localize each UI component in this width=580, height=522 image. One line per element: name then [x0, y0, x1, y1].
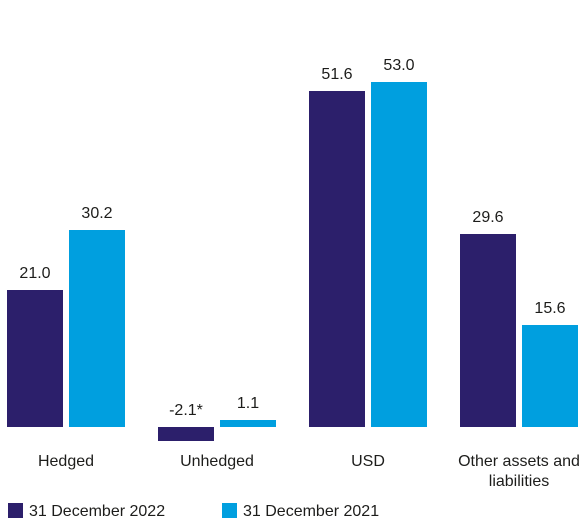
- value-label: 15.6: [534, 300, 566, 318]
- category-label: USD: [351, 453, 385, 470]
- value-label: 29.6: [472, 209, 504, 227]
- bar: [309, 90, 365, 427]
- value-label: 51.6: [321, 65, 353, 83]
- bar: [220, 419, 276, 427]
- value-label: 21.0: [19, 265, 51, 283]
- value-label: 53.0: [383, 56, 415, 74]
- legend-text: 31 December 2022: [29, 503, 166, 520]
- bar: [158, 427, 214, 441]
- value-label: 1.1: [236, 394, 260, 412]
- bar: [69, 230, 125, 427]
- legend-swatch: [222, 503, 237, 518]
- legend-item: 31 December 2022: [8, 503, 165, 521]
- bar: [371, 81, 427, 427]
- category-label: Unhedged: [180, 453, 254, 470]
- bar: [7, 290, 63, 427]
- legend-swatch: [8, 503, 23, 518]
- category-label: Hedged: [37, 453, 95, 470]
- value-label: 30.2: [81, 205, 113, 223]
- category-label: Other assets and liabilities: [458, 453, 580, 490]
- legend-item: 31 December 2021: [222, 503, 379, 521]
- bar: [522, 325, 578, 427]
- value-label: -2.1*: [169, 402, 203, 419]
- bar: [460, 234, 516, 427]
- legend-text: 31 December 2021: [243, 503, 380, 520]
